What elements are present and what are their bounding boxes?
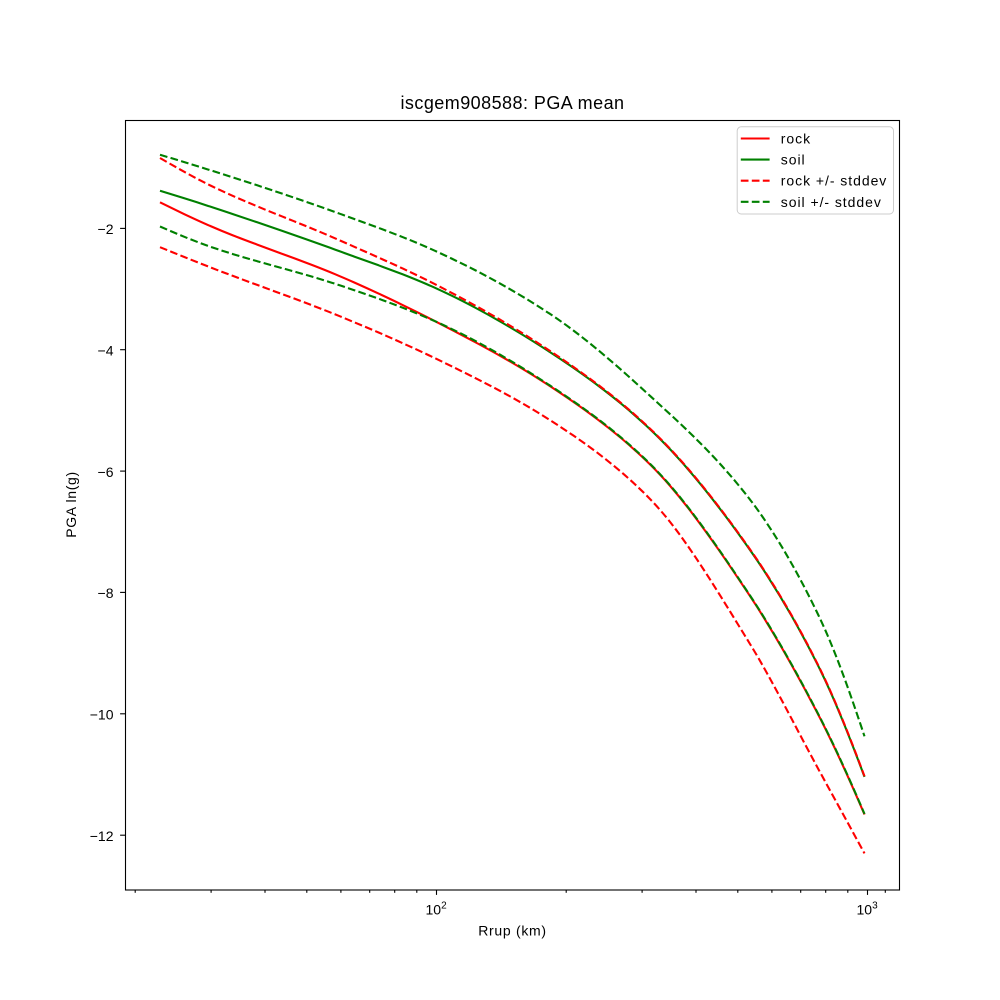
svg-text:PGA ln(g): PGA ln(g) — [63, 471, 79, 538]
svg-text:soil +/- stddev: soil +/- stddev — [781, 194, 882, 210]
svg-text:−10: −10 — [90, 707, 114, 723]
svg-text:rock: rock — [781, 131, 811, 147]
svg-text:Rrup (km): Rrup (km) — [478, 923, 547, 939]
svg-text:−6: −6 — [98, 464, 114, 480]
svg-text:−2: −2 — [98, 221, 114, 237]
svg-text:rock +/- stddev: rock +/- stddev — [781, 173, 887, 189]
svg-text:−8: −8 — [98, 585, 114, 601]
svg-text:−4: −4 — [98, 343, 114, 359]
svg-text:−12: −12 — [90, 828, 114, 844]
svg-text:iscgem908588: PGA mean: iscgem908588: PGA mean — [400, 93, 624, 113]
svg-text:soil: soil — [781, 152, 806, 168]
